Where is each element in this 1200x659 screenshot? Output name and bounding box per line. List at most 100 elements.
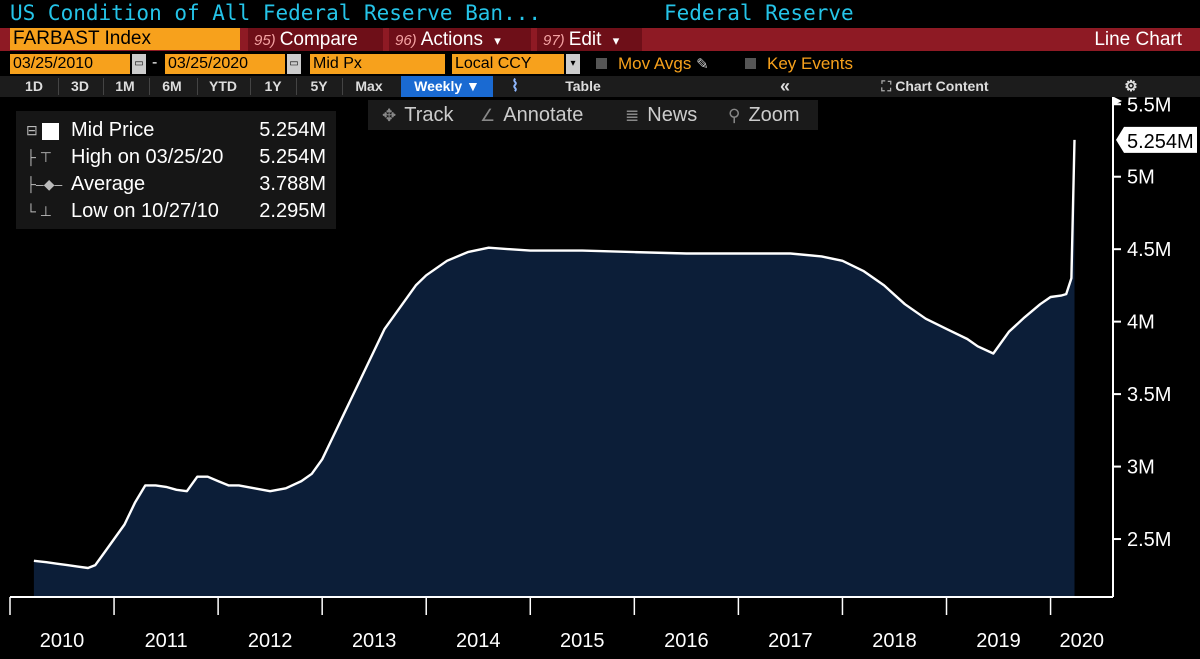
x-tick-label: 2020 bbox=[1060, 630, 1105, 652]
security-source: Federal Reserve bbox=[664, 1, 854, 25]
y-tick-label: 3.5M bbox=[1127, 384, 1171, 406]
x-tick-label: 2013 bbox=[352, 630, 397, 652]
zoom-label: Zoom bbox=[748, 104, 800, 126]
pencil-icon: ∠ bbox=[480, 106, 496, 125]
divider bbox=[296, 78, 297, 95]
y-axis-arrow bbox=[1114, 97, 1122, 105]
chart-content-icon: ⛶ bbox=[881, 78, 892, 94]
x-tick-label: 2015 bbox=[560, 630, 605, 652]
series-area bbox=[33, 139, 1075, 597]
range-6m-button[interactable]: 6M bbox=[162, 78, 182, 94]
edit-label: Edit bbox=[568, 29, 602, 50]
range-1y-button[interactable]: 1Y bbox=[264, 78, 282, 94]
divider bbox=[250, 78, 251, 95]
legend-label: Mid Price bbox=[71, 119, 155, 141]
y-tick-label: 4M bbox=[1127, 312, 1155, 334]
edit-number: 97) bbox=[543, 32, 565, 49]
last-value-tag bbox=[1116, 126, 1197, 153]
track-button[interactable]: ✥ Track bbox=[382, 100, 454, 130]
divider bbox=[342, 78, 343, 95]
chevron-down-icon[interactable]: ▾ bbox=[566, 54, 580, 74]
news-icon: ≣ bbox=[625, 106, 640, 125]
compare-number: 95) bbox=[254, 32, 276, 49]
series-swatch bbox=[41, 122, 59, 140]
x-tick-label: 2014 bbox=[456, 630, 501, 652]
title-bar: US Condition of All Federal Reserve Ban.… bbox=[0, 0, 1200, 28]
key-events-label[interactable]: Key Events bbox=[767, 54, 853, 73]
price-field-select[interactable]: Mid Px bbox=[310, 54, 445, 74]
divider bbox=[197, 78, 198, 95]
pencil-icon: ✎ bbox=[696, 56, 709, 73]
annotate-button[interactable]: ∠ Annotate bbox=[480, 100, 583, 130]
y-tick-label: 4.5M bbox=[1127, 239, 1171, 261]
command-bar: FARBAST Index 95) Compare 96) Actions ▾ 97… bbox=[0, 28, 1200, 51]
last-value-label: 5.254M bbox=[1127, 131, 1194, 153]
legend-label: Average bbox=[71, 173, 146, 195]
chart-content-label: Chart Content bbox=[895, 78, 989, 94]
chart-legend: ⊟ Mid Price 5.254M ├ ⊤ High on 03/25/20 … bbox=[16, 111, 336, 229]
compare-button[interactable]: 95) Compare bbox=[248, 28, 383, 51]
x-tick-label: 2018 bbox=[872, 630, 917, 652]
range-1d-button[interactable]: 1D bbox=[25, 78, 43, 94]
edit-menu-button[interactable]: 97) Edit ▾ bbox=[537, 28, 642, 51]
range-ytd-button[interactable]: YTD bbox=[209, 78, 237, 94]
legend-value: 3.788M bbox=[259, 173, 326, 195]
currency-select[interactable]: Local CCY bbox=[452, 54, 564, 74]
chart-content-button[interactable]: ⛶ Chart Content bbox=[860, 76, 1010, 97]
legend-tree-icon: ⊟ bbox=[26, 122, 38, 138]
y-tick-label: 5.5M bbox=[1127, 97, 1171, 116]
key-events-checkbox[interactable] bbox=[745, 58, 756, 69]
legend-label: Low on 10/27/10 bbox=[71, 200, 219, 222]
start-date-field[interactable]: 03/25/2010 bbox=[10, 54, 130, 74]
range-max-button[interactable]: Max bbox=[355, 78, 383, 94]
legend-value: 2.295M bbox=[259, 200, 326, 222]
mov-avgs-checkbox[interactable] bbox=[596, 58, 607, 69]
x-tick-label: 2016 bbox=[664, 630, 709, 652]
track-label: Track bbox=[404, 104, 454, 126]
mov-avgs-label[interactable]: Mov Avgs ✎ bbox=[618, 53, 709, 76]
legend-row-high[interactable]: ├ ⊤ High on 03/25/20 5.254M bbox=[16, 144, 336, 170]
y-tick-label: 5M bbox=[1127, 167, 1155, 189]
range-5y-button[interactable]: 5Y bbox=[310, 78, 328, 94]
options-bar: 03/25/2010 ▭ - 03/25/2020 ▭ Mid Px Local… bbox=[0, 53, 1200, 75]
x-tick-label: 2010 bbox=[40, 630, 85, 652]
annotate-label: Annotate bbox=[503, 104, 584, 126]
news-label: News bbox=[647, 104, 698, 126]
actions-menu-button[interactable]: 96) Actions ▾ bbox=[389, 28, 531, 51]
range-3d-button[interactable]: 3D bbox=[71, 78, 89, 94]
high-marker-icon: ├ ⊤ bbox=[26, 149, 53, 165]
x-tick-label: 2019 bbox=[976, 630, 1021, 652]
x-tick-label: 2017 bbox=[768, 630, 813, 652]
legend-label: High on 03/25/20 bbox=[71, 146, 224, 168]
collapse-icon: ⊟ bbox=[26, 117, 66, 143]
collapse-icon[interactable]: « bbox=[779, 76, 790, 96]
frequency-select[interactable]: Weekly ▼ bbox=[401, 76, 493, 97]
crosshair-icon: ✥ bbox=[382, 106, 397, 125]
gear-icon[interactable]: ⚙ bbox=[1124, 78, 1138, 95]
table-button[interactable]: Table bbox=[565, 78, 601, 94]
mov-avgs-text: Mov Avgs bbox=[618, 54, 692, 73]
zoom-button[interactable]: ⚲ Zoom bbox=[728, 100, 800, 130]
series-line bbox=[33, 139, 1076, 570]
line-chart-icon[interactable]: ⌇ bbox=[511, 78, 519, 95]
low-marker-icon: └ ⊥ bbox=[26, 203, 53, 219]
actions-number: 96) bbox=[395, 32, 417, 49]
calendar-icon[interactable]: ▭ bbox=[132, 54, 146, 74]
actions-label: Actions bbox=[420, 29, 483, 50]
y-tick-label: 2.5M bbox=[1127, 529, 1171, 551]
legend-row-mid-price[interactable]: ⊟ Mid Price 5.254M bbox=[16, 117, 336, 143]
chevron-down-icon: ▾ bbox=[612, 33, 620, 48]
divider bbox=[58, 78, 59, 95]
y-tick-label: 3M bbox=[1127, 457, 1155, 479]
range-1m-button[interactable]: 1M bbox=[115, 78, 135, 94]
chart-type-label: Line Chart bbox=[1094, 29, 1182, 50]
calendar-icon[interactable]: ▭ bbox=[287, 54, 301, 74]
x-tick-label: 2012 bbox=[248, 630, 293, 652]
divider bbox=[149, 78, 150, 95]
end-date-field[interactable]: 03/25/2020 bbox=[165, 54, 285, 74]
news-button[interactable]: ≣ News bbox=[625, 100, 697, 130]
price-chart[interactable]: 2.5M 3M 3.5M 4M 4.5M 5M 5.5M 2010 2011 2012 2013 20… bbox=[0, 97, 1200, 659]
ticker-field[interactable]: FARBAST Index bbox=[10, 28, 240, 50]
legend-row-low[interactable]: └ ⊥ Low on 10/27/10 2.295M bbox=[16, 198, 336, 224]
legend-row-average[interactable]: ├–◆– Average 3.788M bbox=[16, 171, 336, 197]
